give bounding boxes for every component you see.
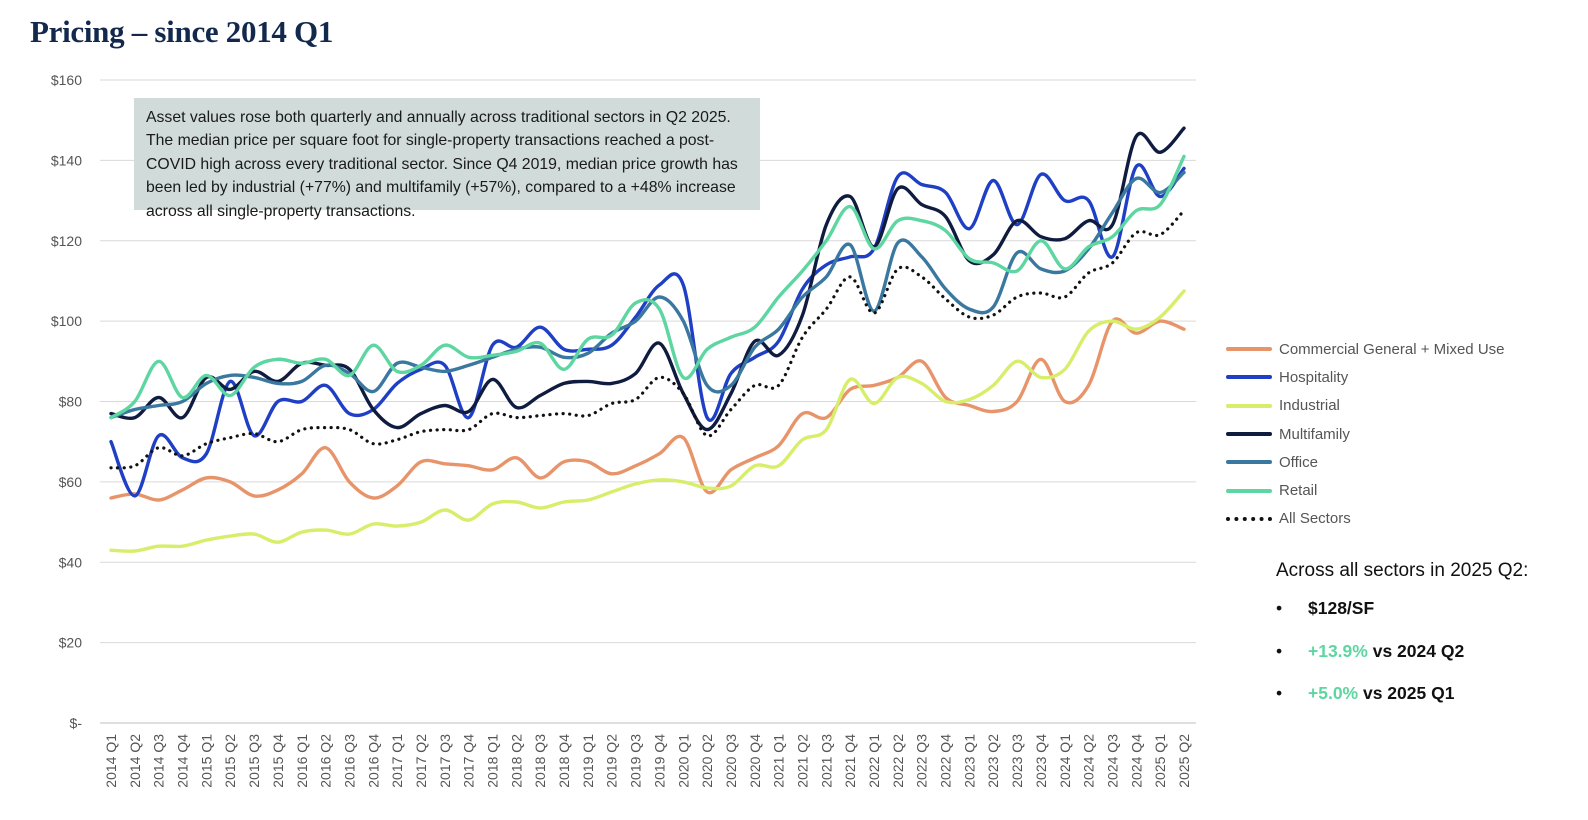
x-tick-label: 2021 Q2 xyxy=(794,734,810,788)
chart-legend: Commercial General + Mixed Use Hospitalit… xyxy=(1226,335,1505,533)
y-tick-label: $100 xyxy=(51,313,82,329)
x-tick-label: 2025 Q2 xyxy=(1176,734,1192,788)
chart-series xyxy=(109,126,1186,553)
x-tick-label: 2024 Q4 xyxy=(1128,734,1144,788)
x-tick-label: 2017 Q1 xyxy=(389,734,405,788)
legend-swatch xyxy=(1226,460,1272,465)
x-tick-label: 2016 Q2 xyxy=(318,734,334,788)
summary-item-accent: +13.9% xyxy=(1308,640,1368,661)
page-title: Pricing – since 2014 Q1 xyxy=(30,14,334,49)
x-tick-label: 2021 Q1 xyxy=(771,734,787,788)
x-tick-label: 2023 Q3 xyxy=(1009,734,1025,788)
x-tick-label: 2018 Q4 xyxy=(556,734,572,788)
x-tick-label: 2018 Q1 xyxy=(485,734,501,788)
x-tick-label: 2024 Q3 xyxy=(1104,734,1120,788)
x-tick-label: 2022 Q2 xyxy=(890,734,906,788)
legend-item: Retail xyxy=(1226,476,1505,504)
series-line-industrial xyxy=(109,289,1186,553)
x-tick-label: 2016 Q3 xyxy=(341,734,357,788)
series-line-hospitality xyxy=(109,163,1186,498)
summary-item-price: $128/SF xyxy=(1276,598,1528,641)
series-line-all-sectors xyxy=(109,209,1186,470)
legend-swatch xyxy=(1226,375,1272,380)
summary-item-text: vs 2025 Q1 xyxy=(1358,683,1455,703)
legend-label: Commercial General + Mixed Use xyxy=(1279,340,1505,358)
x-tick-label: 2019 Q4 xyxy=(651,734,667,788)
x-tick-label: 2020 Q1 xyxy=(675,734,691,788)
y-axis-tick-labels: $- $20 $40 $60 $80 $100 $120 $140 $160 xyxy=(51,72,82,731)
x-tick-label: 2020 Q2 xyxy=(699,734,715,788)
legend-item: Hospitality xyxy=(1226,363,1505,391)
x-tick-label: 2016 Q1 xyxy=(294,734,310,788)
x-tick-label: 2016 Q4 xyxy=(365,734,381,788)
legend-label: All Sectors xyxy=(1279,510,1351,528)
legend-item: Commercial General + Mixed Use xyxy=(1226,335,1505,363)
x-tick-label: 2018 Q2 xyxy=(508,734,524,788)
summary-panel: Across all sectors in 2025 Q2: $128/SF +… xyxy=(1276,560,1528,726)
summary-item-accent: +5.0% xyxy=(1308,683,1359,703)
legend-label: Retail xyxy=(1279,482,1318,500)
summary-item-text: $128/SF xyxy=(1308,598,1375,618)
series-line-multifamily xyxy=(109,126,1186,432)
legend-item: Multifamily xyxy=(1226,420,1505,448)
y-tick-label: $80 xyxy=(59,394,83,410)
x-tick-label: 2025 Q1 xyxy=(1152,734,1168,788)
x-tick-label: 2017 Q2 xyxy=(413,734,429,788)
series-line-commercial-general-mixed-use xyxy=(109,317,1186,502)
x-tick-label: 2023 Q1 xyxy=(961,734,977,788)
x-tick-label: 2017 Q3 xyxy=(437,734,453,788)
x-tick-label: 2023 Q4 xyxy=(1033,734,1049,788)
x-tick-label: 2015 Q4 xyxy=(270,734,286,788)
x-tick-label: 2024 Q2 xyxy=(1081,734,1097,788)
x-tick-label: 2014 Q2 xyxy=(127,734,143,788)
legend-swatch xyxy=(1226,403,1272,408)
x-tick-label: 2020 Q4 xyxy=(747,734,763,788)
summary-item-qoq: +5.0% vs 2025 Q1 xyxy=(1276,683,1528,726)
legend-label: Multifamily xyxy=(1279,425,1350,443)
x-tick-label: 2022 Q4 xyxy=(938,734,954,788)
x-tick-label: 2024 Q1 xyxy=(1057,734,1073,788)
x-tick-label: 2017 Q4 xyxy=(461,734,477,788)
x-tick-label: 2021 Q3 xyxy=(818,734,834,788)
y-tick-label: $60 xyxy=(59,474,83,490)
legend-label: Industrial xyxy=(1279,397,1340,415)
x-tick-label: 2015 Q3 xyxy=(246,734,262,788)
legend-label: Hospitality xyxy=(1279,368,1349,386)
x-tick-label: 2014 Q1 xyxy=(103,734,119,788)
summary-item-text: vs 2024 Q2 xyxy=(1367,640,1465,661)
legend-swatch xyxy=(1226,347,1272,352)
legend-item: Industrial xyxy=(1226,392,1505,420)
legend-item: Office xyxy=(1226,448,1505,476)
summary-heading: Across all sectors in 2025 Q2: xyxy=(1276,560,1529,581)
x-tick-label: 2023 Q2 xyxy=(985,734,1001,788)
x-tick-label: 2015 Q1 xyxy=(198,734,214,788)
x-tick-label: 2021 Q4 xyxy=(842,734,858,788)
summary-item-yoy: +13.9% vs 2024 Q2 xyxy=(1276,641,1528,684)
legend-label: Office xyxy=(1279,453,1318,471)
y-tick-label: $120 xyxy=(51,233,82,249)
legend-swatch xyxy=(1226,432,1272,437)
x-tick-label: 2022 Q1 xyxy=(866,734,882,788)
y-tick-label: $- xyxy=(70,715,83,731)
legend-swatch xyxy=(1226,488,1272,493)
x-tick-label: 2018 Q3 xyxy=(532,734,548,788)
y-tick-label: $160 xyxy=(51,72,82,88)
series-line-retail xyxy=(109,154,1186,420)
x-tick-label: 2015 Q2 xyxy=(222,734,238,788)
x-tick-label: 2019 Q1 xyxy=(580,734,596,788)
x-tick-label: 2022 Q3 xyxy=(914,734,930,788)
y-tick-label: $20 xyxy=(59,635,83,651)
y-tick-label: $40 xyxy=(59,554,83,570)
legend-swatch xyxy=(1226,516,1272,521)
chart-annotation-callout: Asset values rose both quarterly and ann… xyxy=(134,98,760,220)
x-tick-label: 2019 Q2 xyxy=(604,734,620,788)
x-tick-label: 2020 Q3 xyxy=(723,734,739,788)
y-tick-label: $140 xyxy=(51,152,82,168)
x-axis-tick-labels: 2014 Q1 2014 Q2 2014 Q3 2014 Q4 2015 Q1 2015 … xyxy=(103,734,1192,788)
x-tick-label: 2014 Q3 xyxy=(151,734,167,788)
legend-item: All Sectors xyxy=(1226,505,1505,533)
x-tick-label: 2019 Q3 xyxy=(628,734,644,788)
x-tick-label: 2014 Q4 xyxy=(175,734,191,788)
